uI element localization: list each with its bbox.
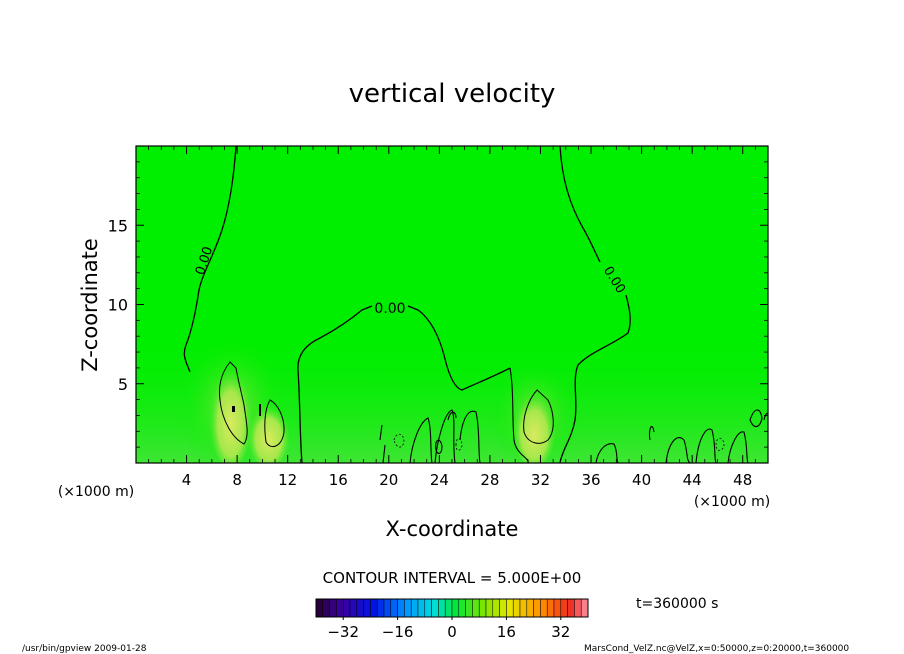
- colorbar-cell: [458, 598, 466, 618]
- x-tick-label: 40: [632, 471, 651, 489]
- core-marker-2: [259, 404, 261, 416]
- colorbar-cell: [397, 598, 405, 618]
- colorbar-cell: [315, 598, 324, 618]
- updraft-core: [512, 386, 557, 463]
- y-axis-title: Z-coordinate: [78, 238, 102, 372]
- colorbar-cell: [444, 598, 453, 618]
- colorbar-cell: [322, 598, 330, 618]
- zero-contour-right-lower: [509, 367, 529, 463]
- colorbar-cell: [451, 598, 460, 618]
- x-tick-label: 36: [581, 471, 600, 489]
- negative-contours: [393, 433, 725, 451]
- colorbar-cell: [390, 598, 398, 618]
- colorbar-cell: [519, 598, 528, 618]
- y-tick-label: 5: [118, 375, 128, 394]
- zero-contour-right: [559, 146, 631, 463]
- colorbar-cell: [546, 598, 555, 618]
- x-tick-label: 28: [480, 471, 499, 489]
- colorbar-tick-label: 0: [447, 623, 457, 641]
- x-axis: 4 8 12 16 20 24 28 32 36 40 44 48: [148, 146, 756, 489]
- chart-title: vertical velocity: [349, 79, 556, 109]
- colorbar-cell: [512, 598, 521, 618]
- y-tick-label: 15: [108, 216, 128, 235]
- colorbar-cell: [540, 598, 548, 618]
- colorbar-cell: [499, 598, 507, 618]
- x-axis-title: X-coordinate: [386, 517, 519, 541]
- colorbar-cell: [431, 598, 439, 618]
- y-axis: 5 10 15: [108, 161, 768, 448]
- x-tick-label: 44: [683, 471, 702, 489]
- colorbar-cell: [567, 598, 575, 618]
- colorbar-cell: [580, 598, 589, 618]
- colorbar-tick-label: −16: [382, 623, 414, 641]
- colorbar-tick-label: −32: [327, 623, 359, 641]
- core-contour-32km: [523, 389, 554, 444]
- time-text: t=360000 s: [636, 596, 718, 612]
- colorbar-cell: [526, 598, 534, 618]
- plot-field: [136, 146, 768, 463]
- colorbar-cell: [417, 598, 426, 618]
- colorbar-cell: [349, 598, 358, 618]
- x-tick-label: 12: [278, 471, 297, 489]
- colorbar-cell: [404, 598, 412, 618]
- zero-contour-central: [297, 305, 511, 463]
- x-tick-label: 48: [733, 471, 752, 489]
- colorbar-ticks: −32 −16 0 16 32: [327, 617, 570, 641]
- core-contour-11km: [264, 399, 285, 448]
- updraft-core: [246, 397, 291, 463]
- colorbar-tick-label: 32: [551, 623, 570, 641]
- colorbar-cell: [553, 598, 562, 618]
- x-tick-label: 32: [531, 471, 550, 489]
- colorbar-cell: [465, 598, 473, 618]
- colorbar-cell: [472, 598, 480, 618]
- colorbar-cell: [383, 598, 392, 618]
- colorbar-cell: [574, 598, 582, 618]
- x-tick-label: 24: [430, 471, 449, 489]
- colorbar-cell: [533, 598, 541, 618]
- colorbar: [315, 598, 589, 618]
- footer-left: /usr/bin/gpview 2009-01-28: [22, 644, 147, 654]
- colorbar-cell: [336, 598, 344, 618]
- colorbar-cell: [342, 598, 351, 618]
- surface-contours: [379, 409, 768, 463]
- colorbar-cell: [363, 598, 371, 618]
- colorbar-cell: [410, 598, 419, 618]
- colorbar-cell: [506, 598, 514, 618]
- core-contour-8km: [219, 361, 248, 445]
- colorbar-cell: [485, 598, 494, 618]
- contour-interval-text: CONTOUR INTERVAL = 5.000E+00: [323, 569, 582, 587]
- x-tick-label: 4: [182, 471, 192, 489]
- x-tick-label: 20: [379, 471, 398, 489]
- zero-contour-left: [183, 146, 237, 373]
- colorbar-tick-label: 16: [497, 623, 516, 641]
- x-tick-label: 8: [232, 471, 242, 489]
- colorbar-cell: [438, 598, 446, 618]
- colorbar-cell: [356, 598, 364, 618]
- colorbar-cell: [329, 598, 337, 618]
- x-unit-label-right: (×1000 m): [694, 494, 770, 510]
- x-unit-label-left: (×1000 m): [58, 484, 134, 500]
- colorbar-cell: [560, 598, 568, 618]
- footer-right: MarsCond_VelZ.nc@VelZ,x=0:50000,z=0:2000…: [584, 644, 849, 654]
- colorbar-cell: [376, 598, 385, 618]
- updraft-core: [208, 359, 253, 463]
- colorbar-cell: [370, 598, 378, 618]
- contour-label-center: 0.00: [374, 301, 405, 317]
- colorbar-cell: [492, 598, 500, 618]
- colorbar-cell: [478, 598, 487, 618]
- y-tick-label: 10: [108, 296, 128, 315]
- core-marker: [232, 406, 235, 412]
- x-tick-label: 16: [329, 471, 348, 489]
- colorbar-cell: [424, 598, 432, 618]
